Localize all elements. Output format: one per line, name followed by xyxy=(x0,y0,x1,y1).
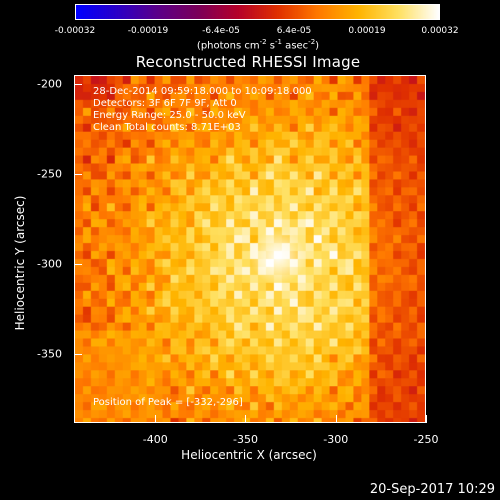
colorbar-tick-label: 0.00019 xyxy=(348,26,386,36)
y-axis-label: Heliocentric Y (arcsec) xyxy=(13,195,27,331)
x-tick-mark xyxy=(155,415,157,423)
info-line-detectors: Detectors: 3F 6F 7F 9F, Att 0 xyxy=(93,98,237,109)
y-tick-label: -250 xyxy=(37,167,62,181)
colorbar-tick-label: 0.00032 xyxy=(421,26,459,36)
y-tick-label: -200 xyxy=(37,77,62,91)
x-tick-label: -250 xyxy=(413,433,439,446)
x-tick-mark xyxy=(335,415,337,423)
colorbar-tick-label: -0.00019 xyxy=(127,26,169,36)
x-tick-label: -400 xyxy=(142,433,168,446)
x-tick-label: -350 xyxy=(233,433,258,446)
y-tick-label: -350 xyxy=(37,347,62,361)
x-axis-label: Heliocentric X (arcsec) xyxy=(181,448,317,462)
colorbar-units: (photons cm-2 s-1 asec-2) xyxy=(197,38,319,51)
colorbar xyxy=(75,4,440,20)
y-tick-mark xyxy=(74,264,82,266)
units-sup: -2 xyxy=(259,38,267,46)
peak-position-label: Position of Peak = [-332,-296] xyxy=(93,397,243,408)
units-text: ) xyxy=(315,40,320,52)
heatmap-image xyxy=(75,76,425,422)
colorbar-tick-label: -6.4e-05 xyxy=(202,26,240,36)
y-tick-mark xyxy=(74,174,82,176)
info-line-time: 28-Dec-2014 09:59:18.000 to 10:09:18.000 xyxy=(93,86,312,97)
info-line-energy: Energy Range: 25.0 - 50.0 keV xyxy=(93,110,246,121)
y-tick-label: -300 xyxy=(37,257,62,271)
timestamp: 20-Sep-2017 10:29 xyxy=(369,482,495,497)
y-tick-mark xyxy=(74,84,82,85)
y-tick-mark xyxy=(74,354,82,356)
peak-position-text: Position of Peak = [-332,-296] xyxy=(93,397,243,408)
units-text: asec xyxy=(282,40,309,52)
plot-title: Reconstructed RHESSI Image xyxy=(135,53,361,71)
units-text: s xyxy=(266,40,276,52)
info-line-counts: Clean Total counts: 8.71E+03 xyxy=(93,122,241,133)
units-sup: -1 xyxy=(275,38,283,46)
units-sup: -2 xyxy=(308,38,316,46)
units-text: (photons cm xyxy=(196,40,260,52)
x-tick-mark xyxy=(426,415,427,423)
colorbar-tick-label: 6.4e-05 xyxy=(276,26,312,36)
x-tick-mark xyxy=(245,415,247,423)
colorbar-tick-label: -0.00032 xyxy=(54,26,96,36)
image-plot xyxy=(74,75,426,423)
x-tick-label: -300 xyxy=(323,433,349,446)
